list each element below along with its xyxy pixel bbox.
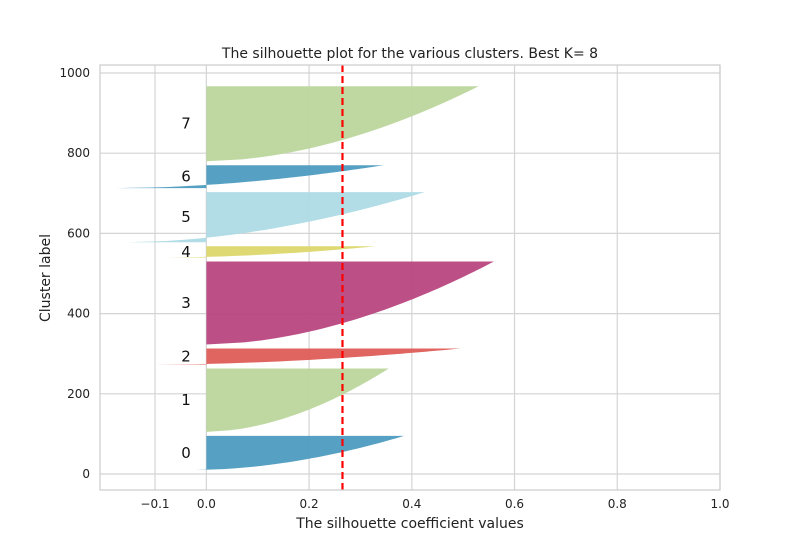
x-axis-title: The silhouette coefficient values (295, 516, 524, 532)
cluster-5-silhouette (126, 192, 425, 243)
x-tick-label: 0.6 (505, 497, 524, 511)
cluster-3-label: 3 (181, 294, 191, 312)
cluster-0-label: 0 (181, 444, 191, 462)
chart-title: The silhouette plot for the various clus… (221, 46, 598, 62)
x-tick-label: 0.0 (197, 497, 216, 511)
y-tick-label: 400 (67, 307, 90, 321)
cluster-4-silhouette (165, 246, 376, 258)
x-tick-label: 0.4 (402, 497, 421, 511)
y-tick-label: 600 (67, 226, 90, 240)
cluster-0-silhouette (196, 435, 405, 470)
cluster-1-label: 1 (181, 391, 191, 409)
cluster-4-label: 4 (181, 243, 191, 261)
plot-frame (99, 64, 721, 491)
x-tick-labels: −0.1 0.0 0.2 0.4 0.6 0.8 1.0 (140, 497, 729, 511)
y-tick-label: 200 (67, 387, 90, 401)
cluster-labels: 0 1 2 3 4 5 6 7 (181, 115, 191, 462)
y-tick-label: 1000 (59, 66, 90, 80)
cluster-7-label: 7 (181, 115, 191, 133)
cluster-5-label: 5 (181, 208, 191, 226)
x-tick-label: 1.0 (710, 497, 729, 511)
cluster-2-label: 2 (181, 348, 191, 366)
x-tick-label: 0.8 (608, 497, 627, 511)
cluster-3-silhouette (206, 261, 495, 345)
x-tick-label: −0.1 (140, 497, 169, 511)
x-tick-label: 0.2 (300, 497, 319, 511)
cluster-6-label: 6 (181, 168, 191, 186)
y-axis-title: Cluster label (38, 234, 54, 322)
cluster-2-silhouette (155, 348, 461, 365)
y-tick-labels: 0 200 400 600 800 1000 (59, 66, 90, 481)
y-tick-label: 800 (67, 146, 90, 160)
y-tick-label: 0 (82, 467, 90, 481)
cluster-6-silhouette (116, 165, 384, 189)
